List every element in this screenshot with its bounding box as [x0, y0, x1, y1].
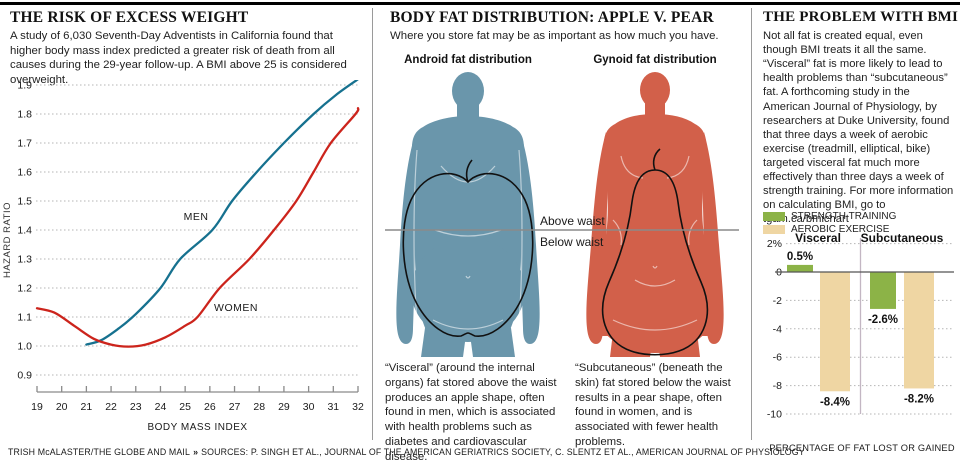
y-tick-label: -2	[773, 295, 782, 307]
y-tick-label: 1.2	[17, 283, 32, 295]
y-tick-label: 1.4	[17, 225, 32, 237]
body-silhouettes-art: Above waist Below waist	[385, 72, 739, 357]
y-tick-label: 0.9	[17, 370, 32, 382]
series-line-women	[35, 107, 360, 348]
subcutaneous-caption: “Subcutaneous” (beneath the skin) fat st…	[575, 362, 731, 449]
gynoid-figure-label: Gynoid fat distribution	[593, 54, 717, 66]
legend-label: AEROBIC EXERCISE	[791, 224, 890, 235]
series-line-men	[85, 80, 359, 346]
x-tick-label: 32	[352, 401, 364, 413]
x-tick-label: 24	[155, 401, 167, 413]
panel3-body: Not all fat is created equal, even thoug…	[763, 30, 954, 226]
male-silhouette	[396, 72, 540, 357]
female-silhouette	[586, 72, 724, 357]
y-tick-label: 1.0	[17, 341, 32, 353]
footer-sources: SOURCES: P. SINGH ET AL., JOURNAL OF THE…	[201, 447, 805, 457]
above-waist-label: Above waist	[540, 214, 605, 228]
category-label-subcutaneous: Subcutaneous	[861, 232, 944, 245]
x-tick-label: 20	[56, 401, 68, 413]
x-axis-title: BODY MASS INDEX	[147, 422, 247, 433]
y-tick-label: -4	[773, 323, 782, 335]
panel2-subtitle: Where you store fat may be as important …	[390, 30, 719, 42]
x-tick-label: 26	[204, 401, 216, 413]
footer-credit: TRISH McALASTER/THE GLOBE AND MAIL	[8, 447, 191, 457]
visceral-caption: “Visceral” (around the internal organs) …	[385, 362, 557, 463]
panel-body-fat-distribution: BODY FAT DISTRIBUTION: APPLE V. PEAR Whe…	[373, 0, 751, 469]
aerobic-exercise-swatch-icon	[763, 225, 785, 234]
panel-problem-with-bmi: THE PROBLEM WITH BMI Not all fat is crea…	[752, 0, 960, 469]
y-tick-label: 1.8	[17, 109, 32, 121]
x-tick-label: 31	[327, 401, 339, 413]
android-figure-label: Android fat distribution	[404, 54, 532, 66]
y-tick-label: -10	[767, 409, 782, 421]
y-tick-label: -8	[773, 380, 782, 392]
y-tick-label: 1.5	[17, 196, 32, 208]
x-tick-label: 22	[105, 401, 117, 413]
category-label-visceral: Visceral	[795, 232, 841, 245]
x-tick-label: 28	[253, 401, 265, 413]
women-series-label: WOMEN	[214, 302, 258, 314]
strength-training-swatch-icon	[763, 212, 785, 221]
legend-row-aerobic: AEROBIC EXERCISE	[763, 224, 896, 235]
bar-value-label: -2.6%	[868, 314, 898, 326]
panel-divider-left	[372, 8, 373, 440]
bar-value-label: 0.5%	[787, 251, 813, 263]
below-waist-label: Below waist	[540, 235, 604, 249]
legend-label: STRENGTH TRAINING	[791, 211, 897, 222]
x-tick-label: 27	[229, 401, 241, 413]
exercise-legend: STRENGTH TRAINING AEROBIC EXERCISE	[763, 211, 896, 235]
bar-value-label: -8.2%	[904, 393, 934, 405]
y-tick-label: 1.7	[17, 138, 32, 150]
x-tick-label: 30	[303, 401, 315, 413]
bar-strength-subcutaneous	[870, 272, 896, 309]
apple-outline	[402, 159, 534, 337]
y-tick-label: 1.9	[17, 80, 32, 92]
bar-aerobic-subcutaneous	[904, 272, 934, 389]
men-series-label: MEN	[184, 211, 209, 223]
panel-divider-right	[751, 8, 752, 440]
y-tick-label: 1.3	[17, 254, 32, 266]
fat-lost-bar-chart: 2%0-2-4-6-8-100.5%-2.6%-8.4%-8.2%Viscera…	[767, 232, 955, 453]
y-tick-label: 2%	[767, 238, 782, 250]
panel2-title: BODY FAT DISTRIBUTION: APPLE V. PEAR	[390, 9, 714, 26]
x-tick-label: 21	[81, 401, 93, 413]
y-tick-label: -6	[773, 352, 782, 364]
bar-value-label: -8.4%	[820, 396, 850, 408]
x-tick-label: 29	[278, 401, 290, 413]
panel-risk-of-excess-weight: THE RISK OF EXCESS WEIGHT A study of 6,0…	[0, 0, 372, 469]
panel1-title: THE RISK OF EXCESS WEIGHT	[10, 9, 249, 26]
panel3-title: THE PROBLEM WITH BMI	[763, 9, 959, 25]
bar-strength-visceral	[787, 264, 813, 272]
globe-separator-icon: »	[193, 447, 199, 457]
x-tick-label: 23	[130, 401, 142, 413]
x-tick-label: 19	[31, 401, 43, 413]
bar-aerobic-visceral	[820, 272, 850, 392]
x-tick-label: 25	[179, 401, 191, 413]
y-tick-label: 1.6	[17, 167, 32, 179]
footer-credit-line: TRISH McALASTER/THE GLOBE AND MAIL» SOURC…	[8, 447, 805, 457]
pear-outline	[601, 148, 709, 356]
y-axis-title: HAZARD RATIO	[2, 202, 13, 278]
panel1-subtitle: A study of 6,030 Seventh-Day Adventists …	[10, 30, 347, 86]
y-tick-label: 1.1	[17, 312, 32, 324]
x-axis-title: PERCENTAGE OF FAT LOST OR GAINED	[769, 443, 955, 453]
top-rule	[0, 2, 960, 5]
legend-row-strength: STRENGTH TRAINING	[763, 211, 896, 222]
hazard-ratio-line-chart: 1.9 1.8 1.7 1.6 1.5 1.4 1.3 1.2 1.1 1.0 0.9 19 20 21 2…	[2, 80, 364, 433]
